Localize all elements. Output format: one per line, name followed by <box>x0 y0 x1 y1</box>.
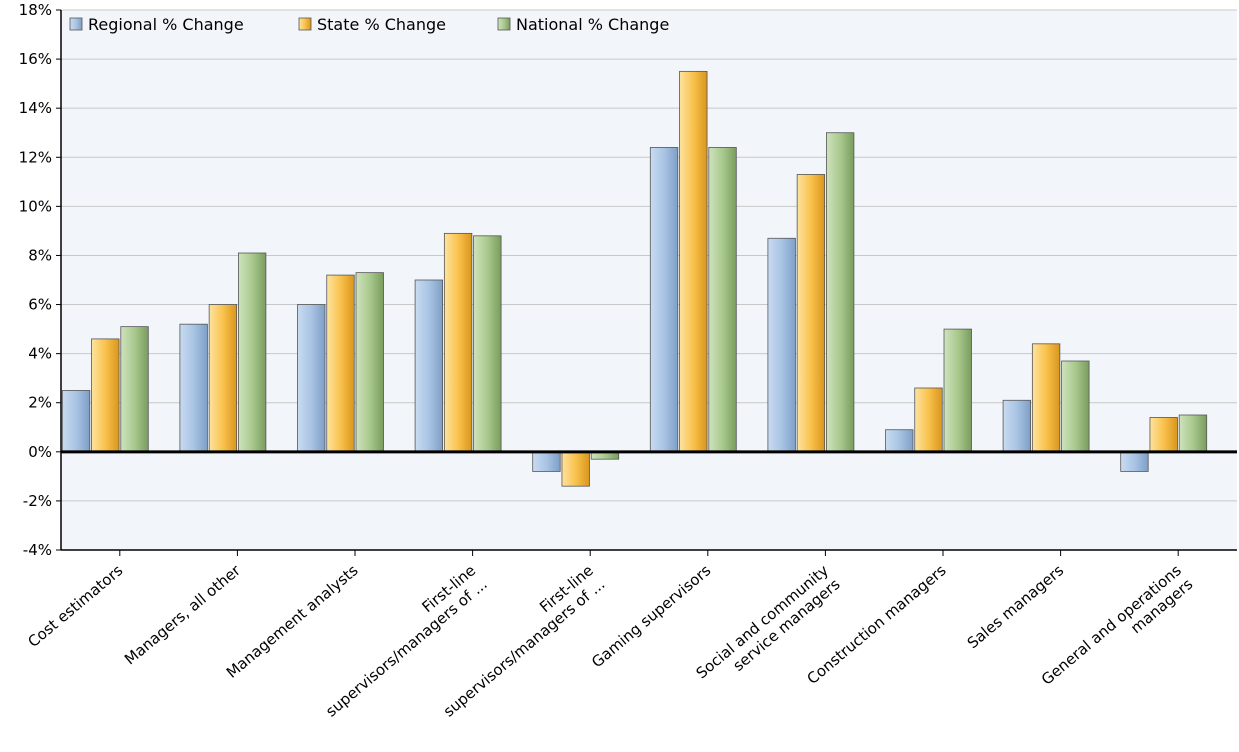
axes <box>60 10 1237 551</box>
legend-swatch <box>69 17 83 31</box>
bar-regional-4 <box>532 451 561 472</box>
bar-national-7 <box>943 328 972 453</box>
bar-regional-0 <box>61 390 91 453</box>
bar-national-0 <box>120 326 149 453</box>
plot-background <box>61 10 1237 550</box>
bar-regional-6 <box>767 237 796 453</box>
bar-state-8 <box>1031 343 1061 453</box>
legend-label: Regional % Change <box>88 15 244 34</box>
y-tick-label: 8% <box>28 246 52 264</box>
bar-regional-2 <box>297 304 326 453</box>
y-tick-label: 14% <box>19 99 52 117</box>
bar-national-2 <box>355 272 384 453</box>
bar-state-9 <box>1149 417 1178 453</box>
y-tick-label: 4% <box>28 345 52 363</box>
y-tick-label: -2% <box>23 492 52 510</box>
bar-regional-1 <box>179 323 208 453</box>
x-category-label: Cost estimators <box>24 561 126 651</box>
bar-state-3 <box>443 232 473 453</box>
bar-state-6 <box>796 174 826 453</box>
bar-national-1 <box>237 252 267 453</box>
legend-swatch <box>497 17 511 31</box>
bar-regional-3 <box>414 279 444 453</box>
x-category-label: Sales managers <box>964 561 1068 652</box>
bar-national-8 <box>1061 360 1090 453</box>
legend-swatch <box>298 17 312 31</box>
legend-label: State % Change <box>317 15 446 34</box>
bar-state-5 <box>679 70 708 453</box>
x-category-label: Management analysts <box>223 561 362 682</box>
y-tick-label: -4% <box>23 541 52 559</box>
x-category-label: Gaming supervisors <box>588 561 714 671</box>
y-tick-label: 18% <box>19 1 52 19</box>
x-category-label: Managers, all other <box>121 561 245 669</box>
bar-state-0 <box>91 338 120 453</box>
bar-national-9 <box>1178 414 1208 453</box>
y-tick-label: 12% <box>19 148 52 166</box>
legend-label: National % Change <box>516 15 669 34</box>
bar-regional-5 <box>649 147 679 453</box>
bar-regional-9 <box>1120 451 1149 472</box>
bar-state-4 <box>561 451 590 487</box>
bar-regional-7 <box>885 429 914 453</box>
bar-state-1 <box>208 304 238 453</box>
x-category-label: General and operationsmanagers <box>1038 561 1197 702</box>
bar-national-6 <box>826 132 855 453</box>
y-tick-label: 6% <box>28 296 52 314</box>
bar-state-2 <box>326 274 355 453</box>
y-axis-ticks: -4% -2% 0% 2% 4% 6% 8% 10% 12% 14% 16% 18% <box>19 1 61 559</box>
y-tick-label: 10% <box>19 197 52 215</box>
y-tick-label: 16% <box>19 50 52 68</box>
bar-state-7 <box>914 387 943 453</box>
bar-regional-8 <box>1002 399 1031 453</box>
y-tick-label: 2% <box>28 394 52 412</box>
bar-national-5 <box>708 147 737 453</box>
y-tick-label: 0% <box>28 443 52 461</box>
bar-national-3 <box>473 235 502 453</box>
legend: Regional % Change State % Change National … <box>69 15 669 34</box>
